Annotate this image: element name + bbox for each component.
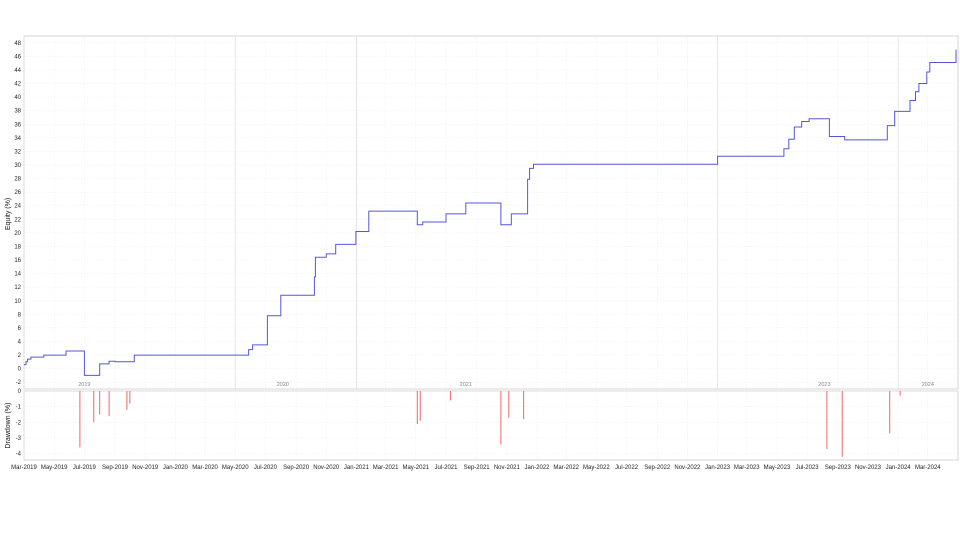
equity-y-tick-label: 22	[14, 217, 21, 223]
equity-gridlines	[23, 36, 958, 389]
equity-y-tick-label: 46	[14, 54, 21, 60]
x-tick-label: Sep-2021	[464, 465, 491, 471]
drawdown-gridlines	[23, 390, 958, 460]
drawdown-y-tick-label: -1	[16, 405, 22, 411]
x-tick-label: Sep-2020	[283, 465, 310, 471]
drawdown-plot-area	[23, 390, 959, 461]
drawdown-y-tick-labels: 0 -1 -2 -3 -4	[16, 389, 22, 458]
equity-y-tick-labels: -202468101214161820222426283032343638404…	[14, 41, 21, 386]
year-label: 2021	[460, 382, 472, 388]
equity-y-tick-label: 12	[14, 285, 21, 291]
x-tick-label: Nov-2021	[494, 465, 521, 471]
year-label: 2024	[922, 382, 934, 388]
year-labels: 2019 2020 2021 2023 2024	[78, 382, 934, 388]
x-tick-label: Jan-2024	[886, 465, 912, 471]
x-tick-label: Jan-2023	[705, 465, 731, 471]
x-tick-label: May-2023	[764, 465, 791, 471]
equity-y-tick-label: 4	[18, 339, 22, 345]
equity-y-tick-label: 32	[14, 149, 21, 155]
equity-panel: -202468101214161820222426283032343638404…	[5, 35, 959, 390]
x-tick-label: Sep-2023	[825, 465, 852, 471]
equity-y-tick-label: 10	[14, 299, 21, 305]
equity-y-tick-label: 44	[14, 68, 21, 74]
x-tick-label: Nov-2023	[855, 465, 882, 471]
drawdown-y-tick-label: -2	[16, 420, 22, 426]
equity-y-tick-label: 26	[14, 190, 21, 196]
equity-y-tick-label: 14	[14, 272, 21, 278]
x-tick-label: Mar-2022	[553, 465, 579, 471]
drawdown-y-axis-label: Drawdown (%)	[5, 403, 12, 449]
x-tick-label: Nov-2020	[313, 465, 340, 471]
equity-plot-area	[23, 35, 959, 390]
x-tick-label: Mar-2024	[915, 465, 941, 471]
equity-y-tick-label: 28	[14, 177, 21, 183]
drawdown-spikes	[79, 391, 901, 457]
x-tick-label: Mar-2023	[734, 465, 760, 471]
equity-y-tick-label: 0	[18, 367, 22, 373]
equity-y-tick-label: -2	[16, 380, 22, 386]
x-tick-label: Jul-2022	[615, 465, 639, 471]
equity-y-tick-label: 18	[14, 244, 21, 250]
x-tick-label: Jul-2023	[796, 465, 820, 471]
x-tick-label: Jul-2021	[434, 465, 458, 471]
drawdown-panel: 0 -1 -2 -3 -4 Drawdown (%)	[5, 389, 959, 461]
x-tick-label: Jan-2020	[163, 465, 189, 471]
x-tick-label: Mar-2021	[373, 465, 399, 471]
equity-y-tick-label: 6	[18, 326, 22, 332]
x-tick-label: Sep-2019	[102, 465, 129, 471]
equity-y-tick-label: 34	[14, 136, 21, 142]
equity-y-tick-label: 16	[14, 258, 21, 264]
x-tick-label: May-2019	[41, 465, 68, 471]
year-label: 2020	[277, 382, 289, 388]
equity-y-tick-label: 48	[14, 41, 21, 47]
equity-y-tick-label: 40	[14, 95, 21, 101]
equity-y-tick-label: 38	[14, 109, 21, 115]
equity-line	[24, 49, 957, 376]
x-tick-label: Nov-2022	[674, 465, 701, 471]
equity-y-tick-label: 20	[14, 231, 21, 237]
year-label: 2019	[78, 382, 90, 388]
equity-y-tick-label: 36	[14, 122, 21, 128]
x-tick-label: Jul-2020	[254, 465, 278, 471]
equity-y-axis-label: Equity (%)	[5, 198, 12, 230]
x-tick-label: May-2020	[222, 465, 249, 471]
drawdown-y-tick-label: -4	[16, 452, 22, 458]
x-tick-label: May-2022	[583, 465, 610, 471]
equity-y-tick-label: 42	[14, 82, 21, 88]
x-tick-label: Jan-2022	[524, 465, 550, 471]
equity-y-tick-label: 30	[14, 163, 21, 169]
x-tick-label: Sep-2022	[644, 465, 671, 471]
x-tick-label: May-2021	[402, 465, 429, 471]
x-axis-month-labels: Mar-2019 May-2019 Jul-2019 Sep-2019 Nov-2019…	[11, 465, 941, 471]
drawdown-y-tick-label: -3	[16, 436, 22, 442]
equity-y-tick-label: 8	[18, 312, 22, 318]
x-tick-label: Nov-2019	[132, 465, 159, 471]
x-tick-label: Jan-2021	[344, 465, 370, 471]
equity-y-tick-label: 24	[14, 204, 21, 210]
year-label: 2023	[818, 382, 830, 388]
drawdown-y-tick-label: 0	[18, 389, 22, 395]
x-tick-label: Jul-2019	[73, 465, 97, 471]
x-tick-label: Mar-2020	[192, 465, 218, 471]
equity-y-tick-label: 2	[18, 353, 22, 359]
x-tick-label: Mar-2019	[11, 465, 37, 471]
